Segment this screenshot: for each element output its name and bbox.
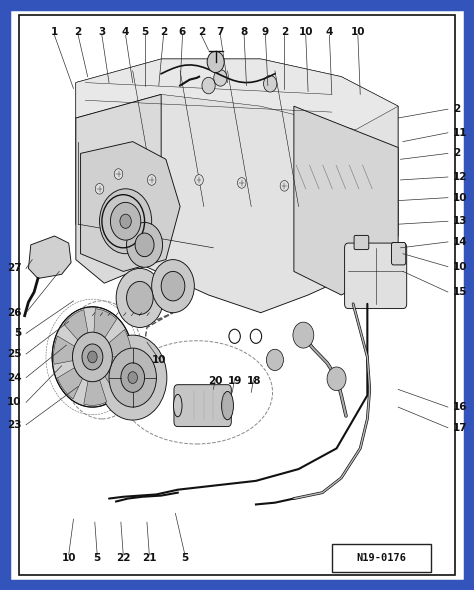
Text: 9: 9 [262,28,269,37]
Circle shape [73,332,112,382]
Text: 21: 21 [142,553,156,562]
Text: 2: 2 [198,28,205,37]
Text: 4: 4 [122,28,129,37]
Text: 5: 5 [14,329,21,338]
Polygon shape [81,142,180,271]
FancyBboxPatch shape [354,235,369,250]
Text: 8: 8 [240,28,248,37]
FancyBboxPatch shape [345,243,407,309]
Polygon shape [294,106,398,295]
Circle shape [95,183,104,194]
Text: 18: 18 [246,376,261,385]
Circle shape [152,260,194,313]
Polygon shape [54,336,74,364]
Text: 20: 20 [209,376,223,385]
Circle shape [110,202,141,240]
Circle shape [195,175,203,185]
Text: 10: 10 [152,355,166,365]
Circle shape [214,70,227,86]
Text: N19-0176: N19-0176 [356,553,407,563]
Text: 1: 1 [51,28,58,37]
Circle shape [161,271,185,301]
Ellipse shape [173,394,182,417]
Text: 19: 19 [228,376,242,385]
Circle shape [114,169,123,179]
Circle shape [120,214,131,228]
Polygon shape [57,368,82,399]
Circle shape [88,351,97,363]
Circle shape [327,367,346,391]
Text: 2: 2 [281,28,288,37]
Polygon shape [109,330,131,357]
Text: 27: 27 [7,264,21,273]
Text: 11: 11 [453,128,467,137]
Circle shape [100,189,152,254]
Circle shape [127,222,163,267]
Text: 5: 5 [93,553,101,562]
Circle shape [128,372,137,384]
Text: 5: 5 [181,553,189,562]
Text: 2: 2 [74,28,82,37]
Text: 3: 3 [98,28,106,37]
Polygon shape [28,236,71,278]
Text: 6: 6 [179,28,186,37]
Text: 13: 13 [453,217,467,226]
Text: 10: 10 [299,28,313,37]
Circle shape [237,178,246,188]
Text: 24: 24 [7,373,21,382]
Circle shape [52,307,133,407]
Text: 23: 23 [7,420,21,430]
Text: 10: 10 [62,553,76,562]
Text: 16: 16 [453,402,467,412]
Text: 10: 10 [7,398,21,407]
Polygon shape [105,364,129,395]
Text: 2: 2 [160,28,167,37]
Ellipse shape [221,392,233,420]
Circle shape [293,322,314,348]
FancyBboxPatch shape [19,15,455,575]
Text: 2: 2 [453,149,460,158]
Polygon shape [84,380,107,405]
Polygon shape [94,309,117,337]
Circle shape [116,268,164,327]
Text: 7: 7 [217,28,224,37]
FancyBboxPatch shape [392,242,406,265]
Circle shape [121,363,145,392]
Circle shape [109,348,156,407]
Polygon shape [64,310,88,340]
Text: 10: 10 [453,262,467,271]
Text: 25: 25 [7,349,21,359]
Circle shape [266,349,283,371]
Text: 22: 22 [116,553,130,562]
Text: 2: 2 [453,104,460,114]
Text: 12: 12 [453,172,467,182]
FancyBboxPatch shape [332,544,431,572]
Circle shape [207,51,224,73]
FancyBboxPatch shape [174,385,231,427]
Circle shape [82,344,103,370]
Polygon shape [76,94,161,283]
Text: 26: 26 [7,308,21,317]
Polygon shape [76,59,398,130]
Text: 4: 4 [326,28,333,37]
Text: 10: 10 [351,28,365,37]
Text: 17: 17 [453,423,467,432]
Circle shape [99,335,167,420]
FancyBboxPatch shape [9,9,465,581]
Circle shape [127,281,153,314]
Circle shape [280,181,289,191]
Circle shape [264,76,277,92]
Circle shape [135,233,154,257]
Text: 15: 15 [453,287,467,297]
Text: 5: 5 [141,28,148,37]
Polygon shape [76,59,398,313]
Text: 14: 14 [453,237,467,247]
Text: 10: 10 [453,193,467,202]
Circle shape [202,77,215,94]
Circle shape [147,175,156,185]
